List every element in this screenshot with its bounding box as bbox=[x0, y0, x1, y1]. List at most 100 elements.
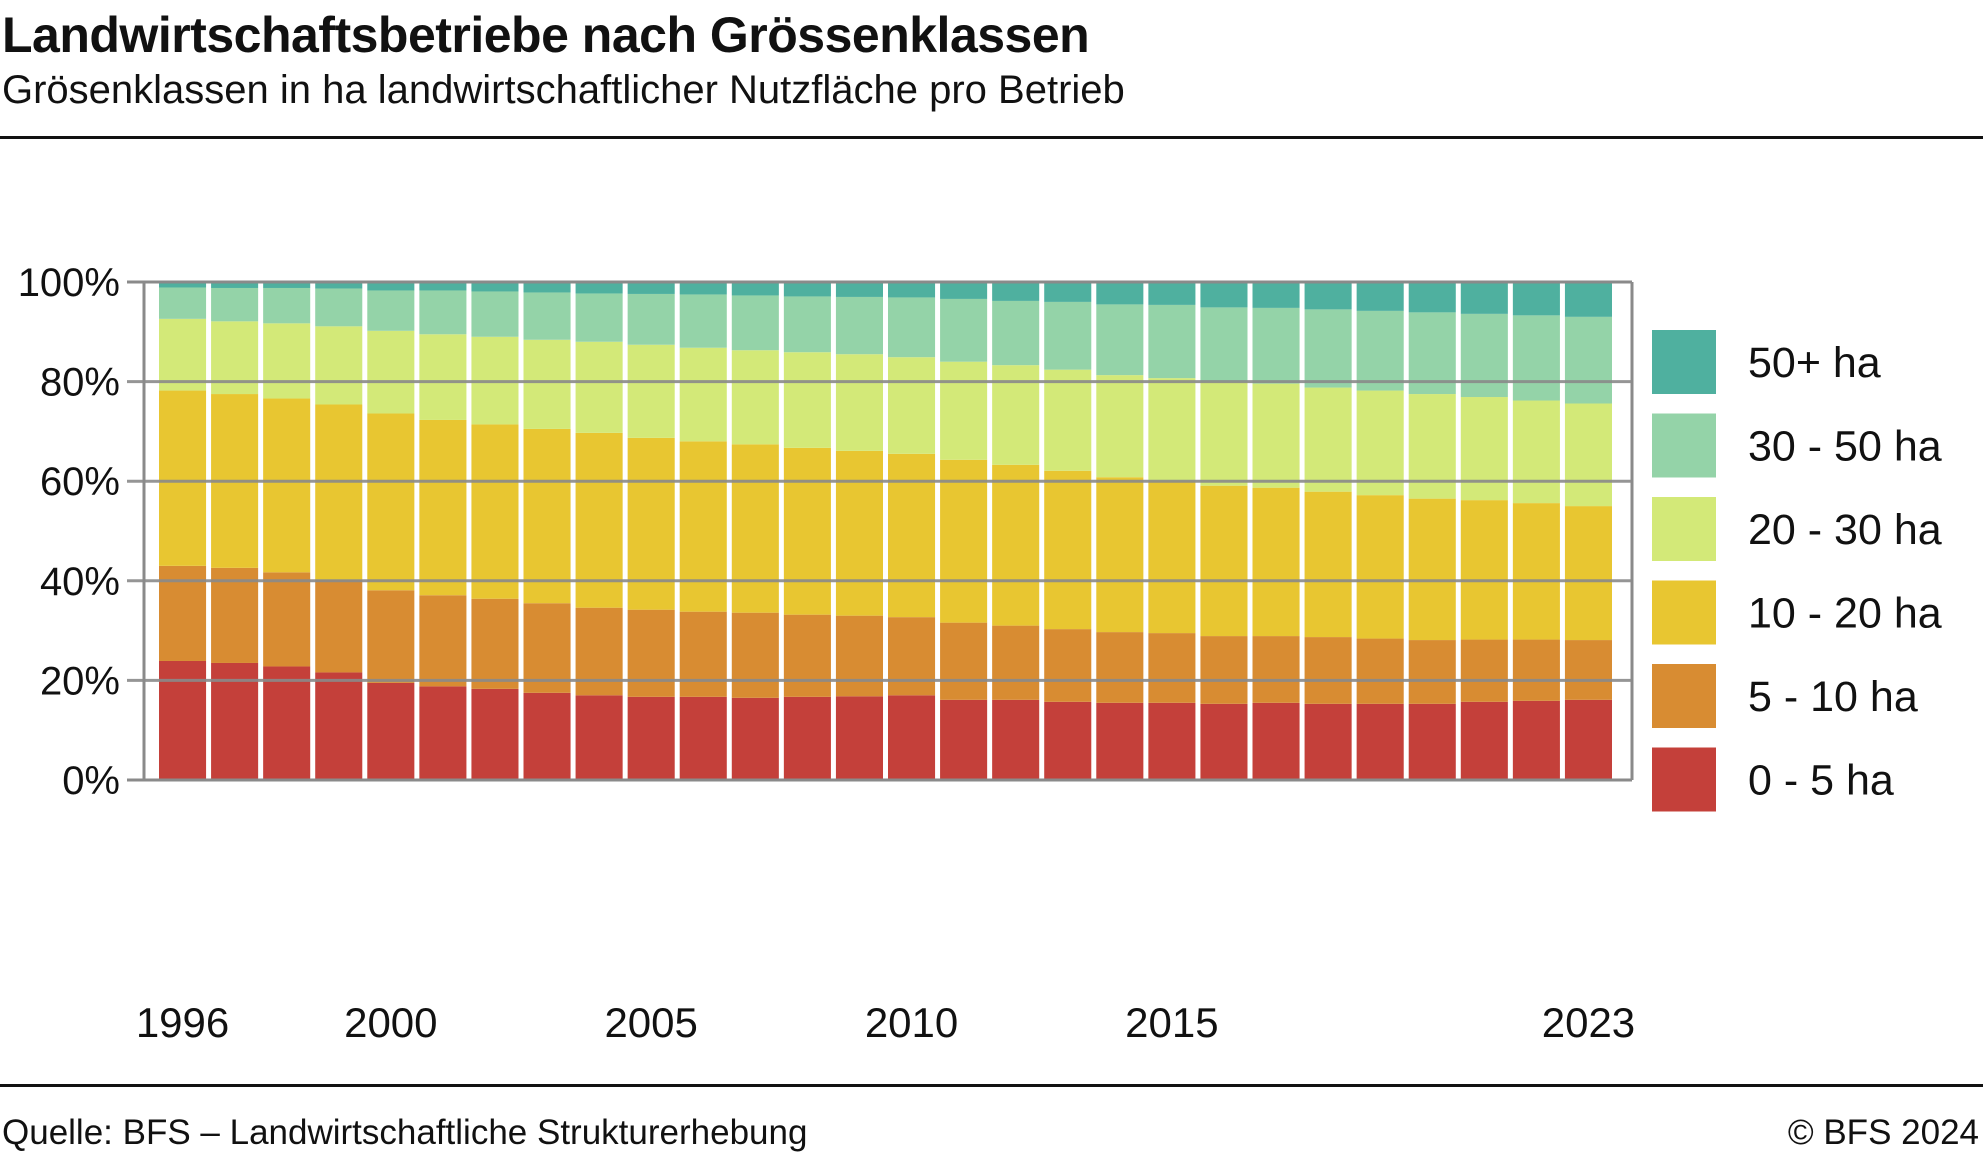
bar-2008-5-10-ha bbox=[783, 614, 831, 697]
bar-2013-20-30-ha bbox=[1044, 369, 1092, 471]
bar-2014-20-30-ha bbox=[1096, 375, 1144, 478]
bar-2009-10-20-ha bbox=[835, 450, 883, 616]
x-tick-label: 2005 bbox=[604, 999, 697, 1046]
legend-swatch bbox=[1652, 497, 1716, 561]
bar-2018-10-20-ha bbox=[1304, 491, 1352, 638]
bar-2017-30-50-ha bbox=[1252, 307, 1300, 384]
bar-2021-10-20-ha bbox=[1460, 500, 1508, 640]
bar-2014-5-10-ha bbox=[1096, 632, 1144, 703]
bar-2016-30-50-ha bbox=[1200, 307, 1248, 382]
bar-2011-5-10-ha bbox=[940, 622, 988, 700]
bar-2003-5-10-ha bbox=[523, 603, 571, 693]
bar-2005-20-30-ha bbox=[627, 344, 675, 438]
bar-2019-0-5-ha bbox=[1356, 703, 1404, 780]
bar-2003-10-20-ha bbox=[523, 428, 571, 604]
bar-2018-5-10-ha bbox=[1304, 637, 1352, 704]
bar-2016-50+-ha bbox=[1200, 282, 1248, 308]
bar-2008-30-50-ha bbox=[783, 296, 831, 353]
bar-2008-0-5-ha bbox=[783, 696, 831, 780]
bar-2011-50+-ha bbox=[940, 282, 988, 299]
bar-2023-5-10-ha bbox=[1564, 640, 1612, 700]
bar-2011-20-30-ha bbox=[940, 361, 988, 460]
legend-label: 30 - 50 ha bbox=[1748, 423, 1942, 471]
bar-2003-50+-ha bbox=[523, 282, 571, 293]
bar-2004-10-20-ha bbox=[575, 432, 623, 608]
bar-2015-0-5-ha bbox=[1148, 702, 1196, 780]
bar-2017-0-5-ha bbox=[1252, 702, 1300, 780]
bar-2014-0-5-ha bbox=[1096, 702, 1144, 780]
bar-2006-50+-ha bbox=[679, 282, 727, 295]
bar-2016-10-20-ha bbox=[1200, 485, 1248, 637]
bar-2006-10-20-ha bbox=[679, 441, 727, 612]
bar-2009-30-50-ha bbox=[835, 296, 883, 355]
bar-2005-50+-ha bbox=[627, 282, 675, 294]
bar-2005-5-10-ha bbox=[627, 609, 675, 697]
bar-2001-50+-ha bbox=[419, 282, 467, 291]
bar-2016-20-30-ha bbox=[1200, 381, 1248, 486]
bar-1996-30-50-ha bbox=[159, 287, 207, 319]
bar-2006-0-5-ha bbox=[679, 696, 727, 780]
bar-2013-30-50-ha bbox=[1044, 301, 1092, 370]
bar-2007-20-30-ha bbox=[731, 350, 779, 445]
bar-2020-10-20-ha bbox=[1408, 498, 1456, 641]
legend-label: 0 - 5 ha bbox=[1748, 757, 1894, 805]
bar-2005-0-5-ha bbox=[627, 696, 675, 780]
bar-2001-30-50-ha bbox=[419, 290, 467, 335]
bar-2009-5-10-ha bbox=[835, 615, 883, 697]
bar-2018-20-30-ha bbox=[1304, 387, 1352, 492]
bar-2023-10-20-ha bbox=[1564, 506, 1612, 641]
bar-1999-50+-ha bbox=[315, 282, 363, 289]
bar-2009-0-5-ha bbox=[835, 696, 883, 780]
bar-1999-5-10-ha bbox=[315, 579, 363, 673]
bar-2008-20-30-ha bbox=[783, 352, 831, 448]
bar-1999-0-5-ha bbox=[315, 672, 363, 780]
bar-2019-10-20-ha bbox=[1356, 495, 1404, 639]
bar-1998-5-10-ha bbox=[263, 572, 311, 667]
bar-1996-10-20-ha bbox=[159, 390, 207, 566]
bar-2019-30-50-ha bbox=[1356, 310, 1404, 391]
chart-subtitle: Grösenklassen in ha landwirtschaftlicher… bbox=[2, 68, 1125, 112]
x-tick-label: 2010 bbox=[865, 999, 958, 1046]
bar-2021-30-50-ha bbox=[1460, 313, 1508, 398]
bar-2004-30-50-ha bbox=[575, 293, 623, 342]
bar-1997-30-50-ha bbox=[211, 287, 259, 322]
bar-2023-30-50-ha bbox=[1564, 316, 1612, 404]
legend-label: 20 - 30 ha bbox=[1748, 506, 1942, 554]
bar-2013-5-10-ha bbox=[1044, 629, 1092, 702]
bar-2007-30-50-ha bbox=[731, 295, 779, 351]
bar-1998-20-30-ha bbox=[263, 323, 311, 399]
bar-2023-0-5-ha bbox=[1564, 699, 1612, 780]
bar-2012-30-50-ha bbox=[992, 300, 1040, 366]
bar-2010-10-20-ha bbox=[888, 453, 936, 618]
bar-1997-50+-ha bbox=[211, 282, 259, 288]
bar-2022-0-5-ha bbox=[1512, 700, 1560, 780]
bar-1997-0-5-ha bbox=[211, 662, 259, 780]
bar-2001-0-5-ha bbox=[419, 686, 467, 780]
bar-2008-50+-ha bbox=[783, 282, 831, 297]
legend-label: 10 - 20 ha bbox=[1748, 590, 1942, 638]
legend-label: 5 - 10 ha bbox=[1748, 673, 1918, 721]
bar-2022-20-30-ha bbox=[1512, 400, 1560, 504]
bar-2004-5-10-ha bbox=[575, 607, 623, 696]
bar-2013-50+-ha bbox=[1044, 282, 1092, 302]
bar-2006-20-30-ha bbox=[679, 347, 727, 442]
bar-2015-10-20-ha bbox=[1148, 481, 1196, 634]
bar-2007-10-20-ha bbox=[731, 444, 779, 613]
bar-2022-5-10-ha bbox=[1512, 639, 1560, 701]
bar-2005-10-20-ha bbox=[627, 437, 675, 610]
bar-1996-0-5-ha bbox=[159, 660, 207, 780]
bar-2019-5-10-ha bbox=[1356, 638, 1404, 704]
bar-1997-5-10-ha bbox=[211, 567, 259, 663]
bar-2002-30-50-ha bbox=[471, 291, 519, 337]
bar-2018-0-5-ha bbox=[1304, 703, 1352, 780]
bar-2017-5-10-ha bbox=[1252, 636, 1300, 703]
bar-2014-50+-ha bbox=[1096, 282, 1144, 305]
bar-2018-30-50-ha bbox=[1304, 309, 1352, 388]
bar-2011-10-20-ha bbox=[940, 459, 988, 623]
x-tick-label: 2015 bbox=[1125, 999, 1218, 1046]
y-tick-label: 80% bbox=[40, 361, 120, 405]
bar-2017-50+-ha bbox=[1252, 282, 1300, 308]
bar-2018-50+-ha bbox=[1304, 282, 1352, 310]
bar-2017-20-30-ha bbox=[1252, 383, 1300, 488]
y-tick-label: 0% bbox=[62, 759, 120, 803]
